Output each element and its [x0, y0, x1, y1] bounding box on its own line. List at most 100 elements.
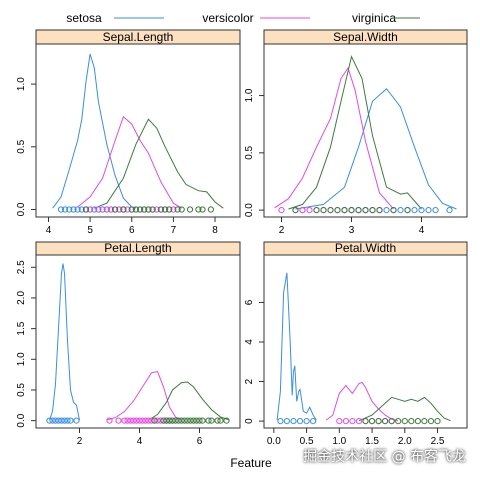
rug-point-versicolor-petal-width — [342, 418, 349, 425]
rug-point-virginica-sepal-width — [369, 207, 376, 214]
rug-point-versicolor-sepal-length — [103, 206, 110, 213]
rug-point-virginica-petal-width — [362, 418, 369, 425]
rug-point-virginica-sepal-width — [334, 207, 341, 214]
panel-title-sepal-length: Sepal.Length — [103, 30, 174, 44]
rug-point-virginica-sepal-width — [376, 207, 383, 214]
rug-point-virginica-petal-length — [214, 417, 221, 424]
legend-label-versicolor: versicolor — [202, 11, 253, 25]
rug-point-setosa-petal-length — [67, 417, 74, 424]
density-line-virginica-sepal-width — [288, 55, 422, 210]
density-line-virginica-sepal-length — [94, 118, 224, 209]
rug-point-setosa-petal-width — [277, 418, 284, 425]
panel-petal-length: Petal.Length 2 4 6 0.0 0.5 1.0 1.5 2.0 2.5 — [16, 241, 241, 447]
rug-point-versicolor-sepal-length — [116, 206, 123, 213]
rug-point-setosa-petal-length — [46, 417, 53, 424]
rug-point-setosa-sepal-length — [74, 206, 81, 213]
rug-point-virginica-sepal-length — [207, 206, 214, 213]
rug-point-setosa-sepal-length — [78, 206, 85, 213]
x-tick-label-petal-length: 6 — [197, 436, 203, 447]
rug-point-virginica-sepal-length — [112, 206, 119, 213]
rug-point-virginica-petal-length — [169, 417, 176, 424]
rug-point-virginica-petal-length — [178, 417, 185, 424]
y-tick-label-petal-length: 2.5 — [16, 260, 27, 274]
rug-point-virginica-petal-width — [427, 418, 435, 425]
density-line-setosa-sepal-width — [295, 87, 457, 210]
y-tick-label-sepal-width: 1.0 — [244, 88, 255, 102]
rug-point-virginica-sepal-width — [390, 207, 397, 214]
x-tick-label-petal-width: 0.5 — [300, 436, 314, 447]
rug-point-virginica-petal-length — [151, 417, 158, 424]
rug-point-versicolor-petal-length — [154, 417, 161, 424]
rug-point-versicolor-sepal-width — [278, 207, 285, 214]
y-tick-label-sepal-width: 0.0 — [244, 203, 255, 217]
x-tick-label-petal-width: 2.5 — [431, 436, 445, 447]
rug-point-setosa-sepal-width — [383, 207, 390, 214]
rug-point-setosa-petal-length — [49, 417, 56, 424]
rug-point-virginica-petal-width — [414, 418, 421, 425]
x-tick-label-sepal-width: 2 — [279, 225, 285, 236]
y-tick-label-sepal-width: 0.5 — [244, 145, 255, 159]
rug-point-versicolor-sepal-length — [87, 206, 94, 213]
rug-point-virginica-petal-length — [223, 417, 230, 424]
rug-point-setosa-petal-width — [303, 418, 310, 425]
density-line-versicolor-sepal-width — [274, 66, 394, 210]
rug-point-setosa-sepal-width — [411, 207, 418, 214]
rug-point-setosa-petal-width — [296, 418, 304, 425]
rug-point-virginica-petal-width — [421, 418, 428, 425]
rug-point-virginica-sepal-width — [292, 207, 299, 214]
rug-point-virginica-petal-length — [175, 417, 182, 424]
rug-point-versicolor-petal-width — [355, 418, 363, 425]
rug-point-versicolor-sepal-length — [170, 206, 177, 213]
y-tick-label-petal-width: 4 — [244, 339, 255, 345]
x-tick-label-sepal-length: 4 — [46, 225, 52, 236]
rug-point-virginica-petal-length — [163, 417, 170, 424]
rug-point-virginica-petal-width — [401, 418, 408, 425]
rug-point-setosa-sepal-width — [432, 207, 439, 214]
panel-frame-petal-length — [35, 254, 241, 429]
rug-point-virginica-petal-width — [395, 418, 402, 425]
rug-point-versicolor-petal-length — [139, 417, 146, 424]
x-tick-label-petal-length: 2 — [77, 436, 83, 447]
rug-point-versicolor-sepal-length — [153, 206, 160, 213]
x-tick-label-petal-width: 1.0 — [332, 436, 346, 447]
rug-point-virginica-petal-length — [199, 417, 206, 424]
panel-title-petal-width: Petal.Width — [335, 241, 396, 255]
rug-point-virginica-sepal-width — [320, 207, 327, 214]
x-tick-label-sepal-length: 7 — [171, 225, 177, 236]
rug-point-virginica-sepal-width — [362, 207, 369, 214]
rug-point-virginica-sepal-length — [120, 206, 127, 213]
panel-frame-petal-width — [263, 254, 468, 429]
y-tick-label-petal-length: 0.5 — [16, 383, 27, 397]
density-line-setosa-petal-length — [49, 263, 80, 421]
rug-point-setosa-sepal-width — [446, 207, 453, 214]
x-tick-label-sepal-length: 5 — [87, 225, 93, 236]
rug-point-virginica-petal-length — [217, 417, 224, 424]
rug-point-virginica-petal-width — [375, 418, 382, 425]
rug-point-setosa-sepal-length — [91, 206, 98, 213]
y-tick-label-petal-length: 1.5 — [16, 321, 27, 335]
y-tick-label-petal-length: 1.0 — [16, 352, 27, 366]
rug-point-setosa-sepal-width — [425, 207, 432, 214]
rug-point-setosa-petal-length — [58, 417, 65, 424]
density-line-versicolor-sepal-length — [77, 115, 182, 209]
density-line-virginica-petal-length — [148, 381, 230, 421]
rug-point-virginica-petal-width — [434, 418, 441, 425]
rug-point-versicolor-sepal-width — [306, 207, 313, 214]
rug-point-setosa-petal-width — [290, 418, 297, 425]
rug-point-versicolor-sepal-length — [124, 206, 131, 213]
rug-point-versicolor-petal-length — [148, 417, 155, 424]
rug-point-virginica-sepal-width — [404, 207, 411, 214]
rug-point-virginica-sepal-length — [186, 206, 194, 213]
rug-point-versicolor-petal-length — [136, 417, 143, 424]
y-tick-label-petal-width: 6 — [244, 299, 255, 305]
rug-point-virginica-sepal-length — [174, 206, 181, 213]
panel-petal-width: Petal.Width 0.0 0.5 1.0 1.5 2.0 2.5 0 2 4 6 — [244, 241, 468, 447]
rug-point-versicolor-petal-length — [124, 417, 131, 424]
rug-point-setosa-petal-length — [73, 417, 80, 424]
x-tick-label-petal-length: 4 — [137, 436, 143, 447]
rug-point-virginica-petal-width — [408, 418, 415, 425]
rug-point-versicolor-petal-length — [115, 417, 122, 424]
rug-point-setosa-petal-width — [283, 418, 290, 425]
rug-point-versicolor-petal-length — [145, 417, 152, 424]
